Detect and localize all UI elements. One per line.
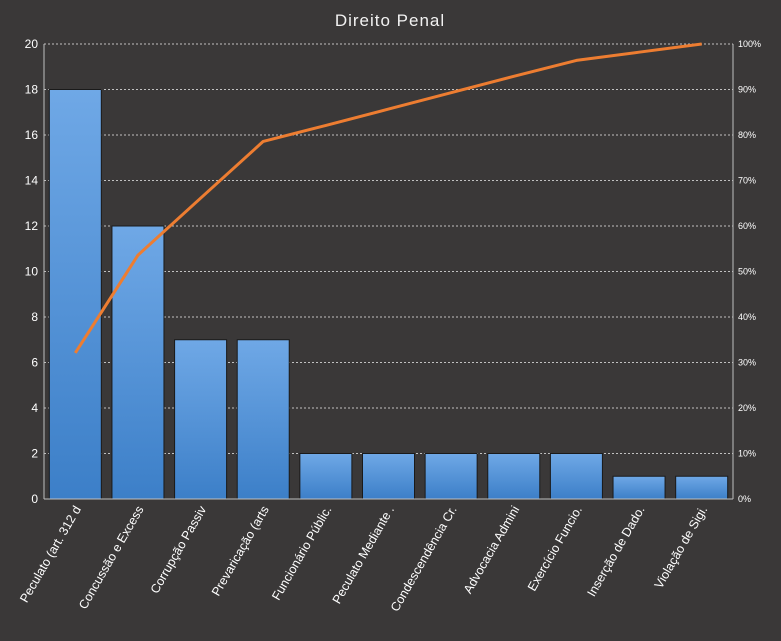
bar — [236, 339, 290, 500]
x-tick-label: Violação de Sigi. — [652, 504, 711, 591]
x-tick-label: Condescendência Cr. — [388, 504, 460, 615]
y2-tick-label: 60% — [738, 221, 756, 231]
bar — [487, 453, 541, 500]
y-tick-label: 6 — [31, 356, 38, 370]
y2-tick-label: 20% — [738, 403, 756, 413]
y2-tick-label: 30% — [738, 358, 756, 368]
y-tick-label: 18 — [25, 83, 39, 97]
y2-tick-label: 10% — [738, 449, 756, 459]
y2-tick-label: 0% — [738, 494, 751, 504]
bars — [48, 89, 729, 500]
x-tick-label: Peculato (art. 312 d — [17, 503, 84, 605]
x-tick-label: Advocacia Admini — [461, 504, 522, 596]
y2-tick-label: 90% — [738, 85, 756, 95]
y2-tick-label: 70% — [738, 176, 756, 186]
bar — [174, 339, 228, 500]
axes: 0 2 4 6 8 10 12 14 16 18 20 0% 10% 20% 30% 40% 50% 60% 70%… — [25, 37, 761, 506]
y-tick-label: 2 — [31, 447, 38, 461]
y-tick-label: 0 — [31, 492, 38, 506]
x-tick-label: Prevaricação (arts — [209, 504, 272, 599]
y2-tick-label: 100% — [738, 39, 761, 49]
x-tick-label: Exercício Funcio. — [525, 504, 585, 594]
bar — [111, 225, 165, 500]
y-tick-label: 8 — [31, 310, 38, 324]
bar — [612, 475, 666, 500]
y-tick-label: 20 — [25, 37, 39, 51]
chart-title: Direito Penal — [335, 11, 445, 30]
x-tick-label: Peculato Mediante . — [330, 504, 397, 607]
cumulative-line-layer — [74, 42, 702, 354]
y-tick-label: 16 — [25, 128, 39, 142]
cumulative-percentage-line — [74, 42, 702, 354]
y-tick-label: 4 — [31, 401, 38, 415]
y-tick-label: 10 — [25, 265, 39, 279]
x-tick-label: Concussão e Excess — [76, 504, 146, 612]
bar — [675, 475, 729, 500]
y2-tick-label: 50% — [738, 267, 756, 277]
y-tick-label: 14 — [25, 174, 39, 188]
y2-tick-label: 80% — [738, 130, 756, 140]
y2-tick-label: 40% — [738, 312, 756, 322]
bar — [362, 453, 415, 500]
y-tick-label: 12 — [25, 219, 39, 233]
x-tick-label: Funcionário Públic. — [269, 504, 334, 603]
bar — [549, 453, 603, 500]
bar — [299, 453, 353, 500]
x-tick-label: Corrupção Passiv — [148, 503, 210, 596]
x-tick-label: Inserção de Dado. — [584, 504, 647, 599]
bar — [424, 453, 478, 500]
bar — [48, 89, 102, 500]
